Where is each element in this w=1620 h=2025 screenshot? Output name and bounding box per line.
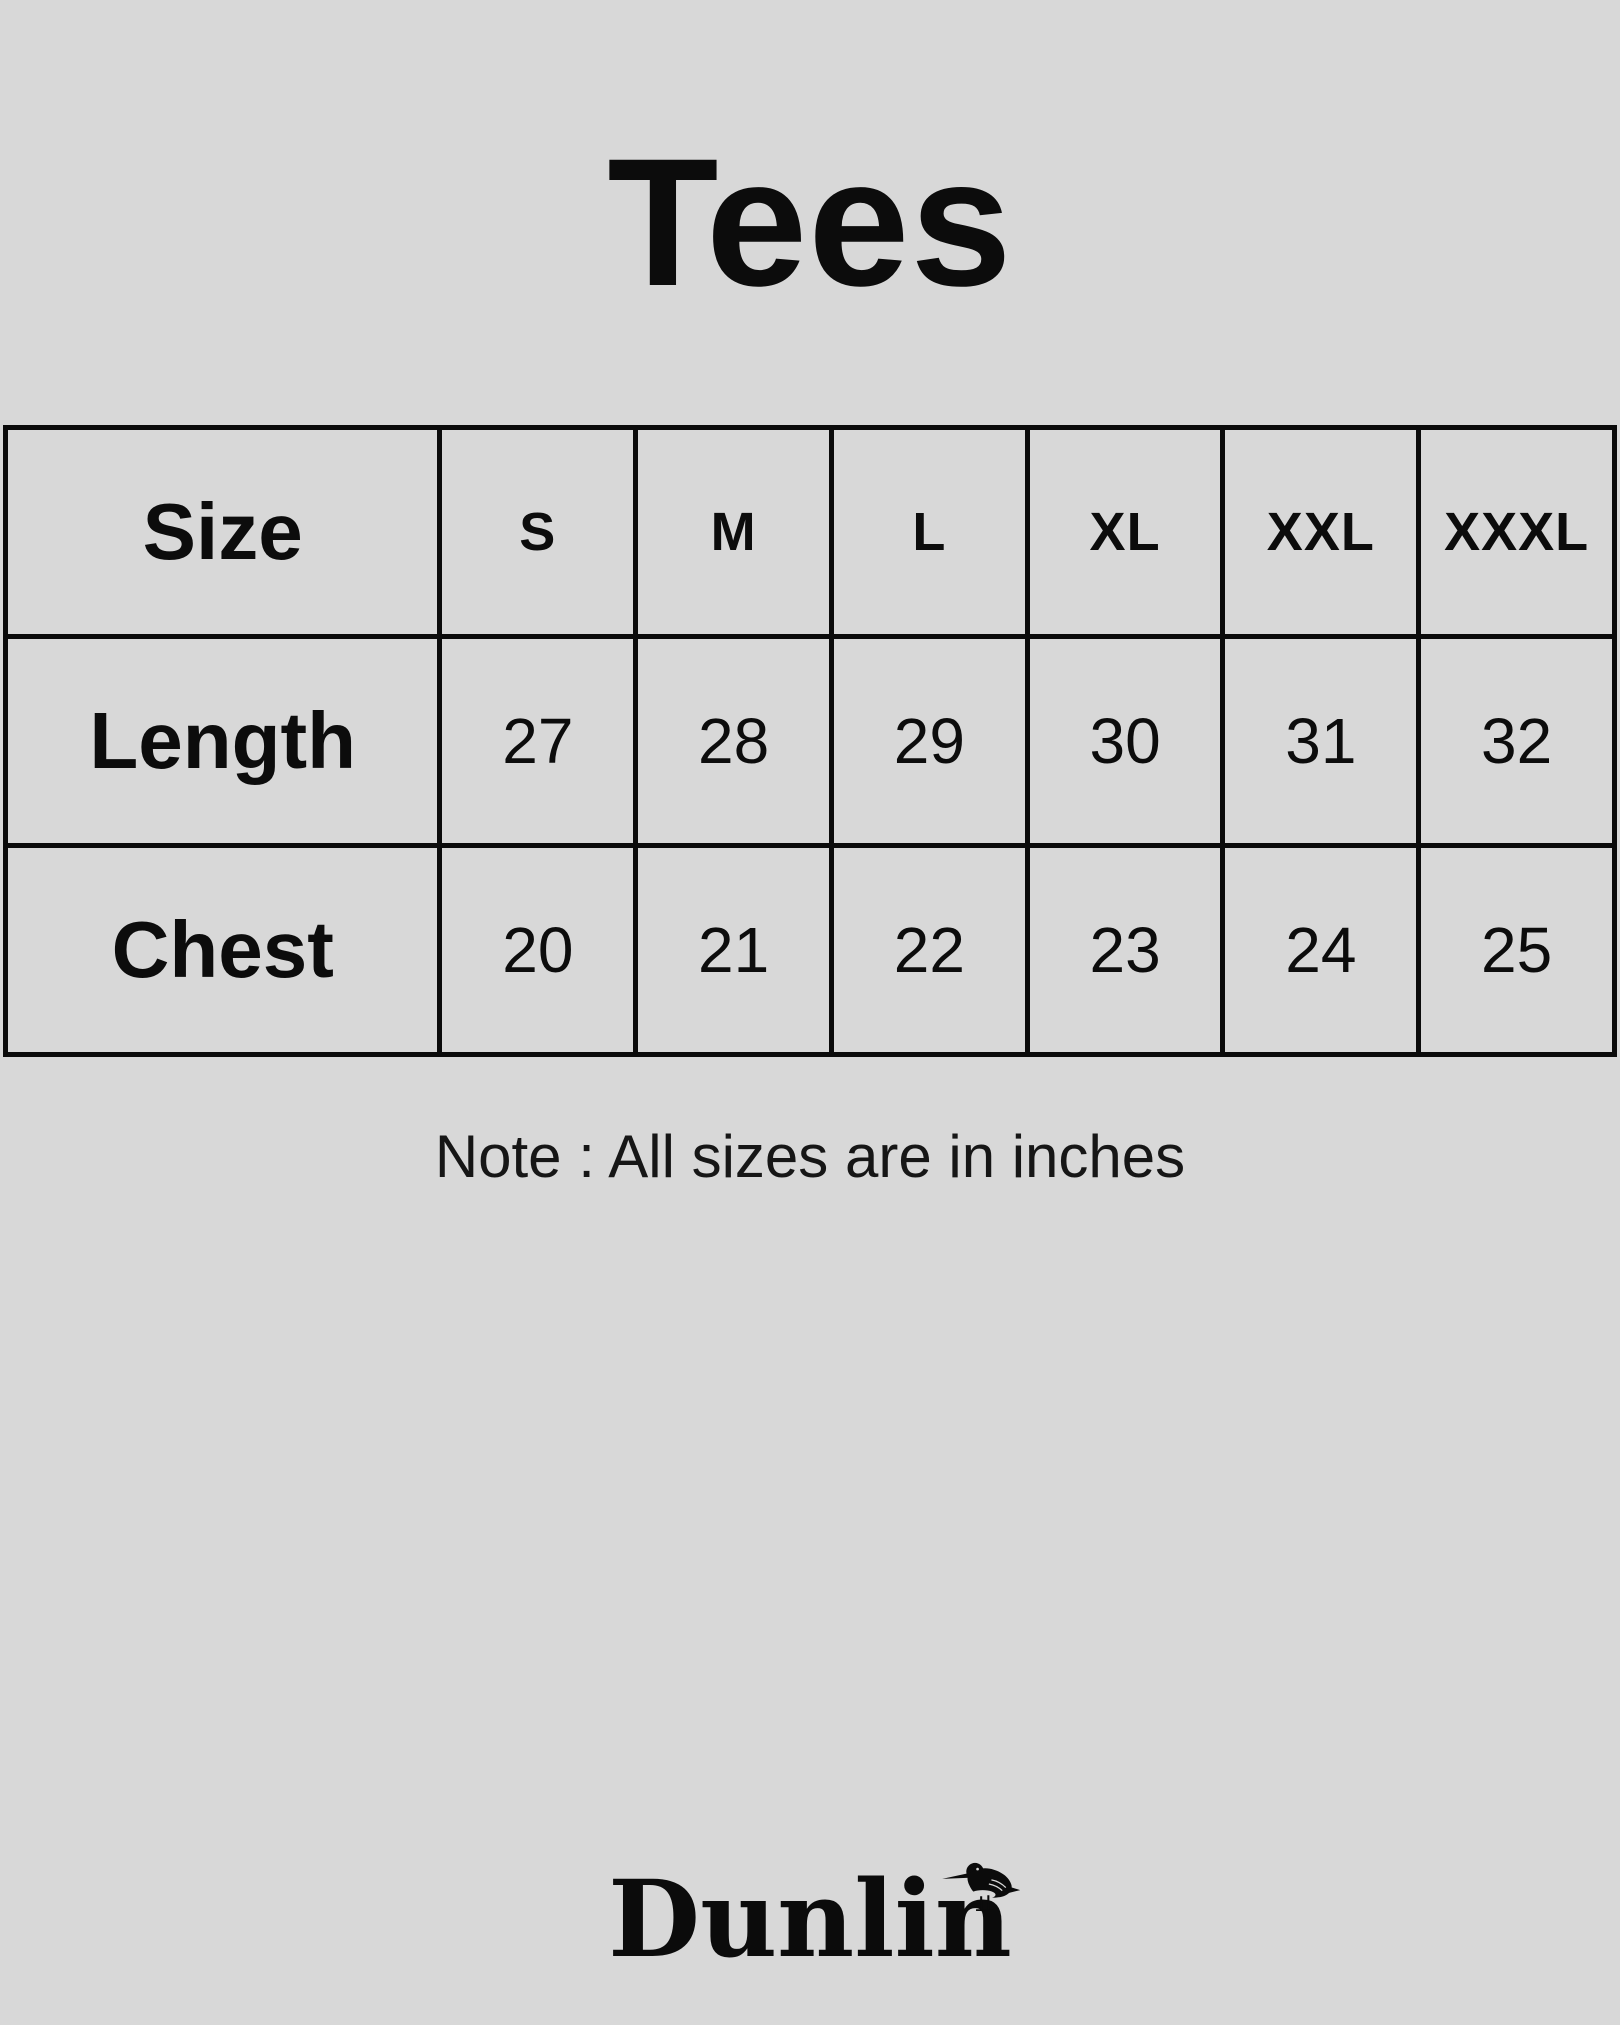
sizes-note: Note : All sizes are in inches [434, 1123, 1186, 1190]
table-cell: 23 [1024, 843, 1226, 1057]
col-header-l: L [828, 425, 1030, 639]
table-cell: 29 [828, 634, 1030, 848]
size-chart-table: Size S M L XL XXL XXXL Length 27 28 29 3… [2, 425, 1617, 1057]
table-row-chest: Chest 20 21 22 23 24 25 [2, 843, 1617, 1057]
brand-name: Dunlin [608, 1856, 1012, 1981]
table-cell: 27 [437, 634, 639, 848]
table-cell: 31 [1220, 634, 1422, 848]
table-cell: 30 [1024, 634, 1226, 848]
col-header-xl: XL [1024, 425, 1226, 639]
col-header-m: M [633, 425, 834, 639]
table-cell: 32 [1416, 634, 1617, 848]
table-cell: 21 [633, 843, 834, 1057]
dunlin-bird-icon [941, 1862, 1020, 1912]
table-cell: 24 [1220, 843, 1422, 1057]
table-header-row: Size S M L XL XXL XXXL [2, 425, 1617, 639]
table-row-length: Length 27 28 29 30 31 32 [2, 634, 1617, 848]
row-label-length: Length [2, 634, 443, 848]
table-cell: 22 [828, 843, 1030, 1057]
col-header-xxl: XXL [1220, 425, 1422, 639]
size-corner-header: Size [2, 425, 443, 639]
table-cell: 20 [437, 843, 639, 1057]
page-title: Tees [607, 120, 1013, 324]
row-label-chest: Chest [2, 843, 443, 1057]
brand-logo: Dunlin [608, 1862, 1020, 1972]
table-cell: 28 [633, 634, 834, 848]
col-header-xxxl: XXXL [1416, 425, 1617, 639]
col-header-s: S [437, 425, 639, 639]
table-cell: 25 [1416, 843, 1617, 1057]
